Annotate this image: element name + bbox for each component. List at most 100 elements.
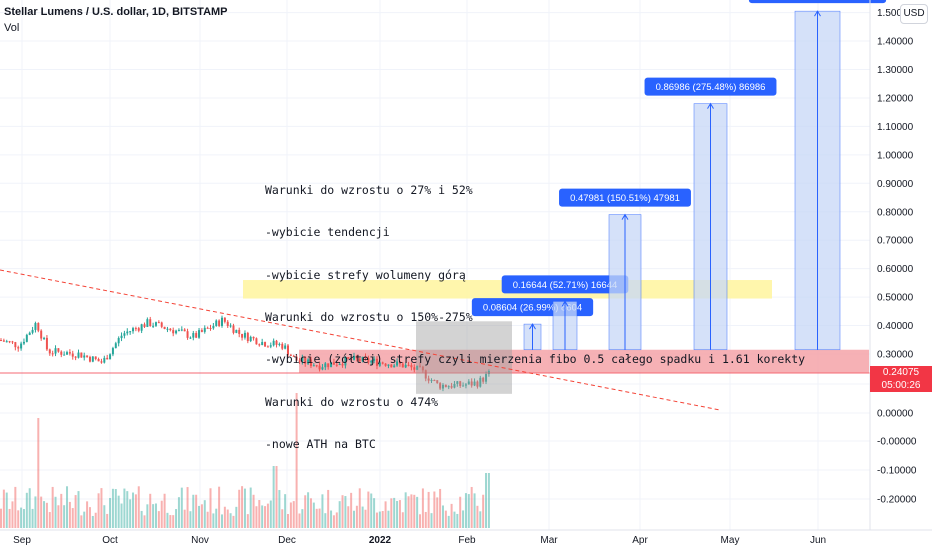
volume-bar (292, 501, 295, 528)
candle-body (74, 356, 77, 358)
candle-body (358, 358, 361, 362)
candle-body (157, 322, 160, 324)
volume-bar (464, 493, 467, 528)
countdown-tag: 05:00:26 (870, 379, 932, 392)
note-line: -wybicie (żółtej) strefy czyli mierzenia… (265, 352, 806, 367)
candle-body (126, 331, 129, 334)
candle-body (378, 362, 381, 366)
volume-bar (482, 494, 485, 528)
candle-body (48, 349, 51, 354)
volume-bar (453, 511, 456, 528)
candle-body (393, 365, 396, 368)
volume-bar (476, 505, 479, 528)
candle-body (246, 332, 249, 342)
volume-bar (413, 494, 416, 528)
note-line: Warunki do wzrostu o 27% i 52% (265, 183, 473, 198)
volume-bar (134, 494, 137, 528)
y-tick-label: 0.50000 (877, 293, 914, 304)
candle-body (436, 380, 439, 384)
candle-body (166, 328, 169, 330)
candle-body (292, 355, 295, 357)
volume-bar (315, 508, 318, 528)
volume-bar (447, 515, 450, 528)
candle-body (111, 348, 114, 355)
candle-body (476, 381, 479, 387)
volume-bar (396, 500, 399, 528)
volume-bar (384, 501, 387, 528)
candle-body (307, 359, 310, 364)
volume-bar (361, 506, 364, 528)
candle-body (120, 335, 123, 339)
candle-body (355, 355, 358, 359)
volume-bar (94, 512, 97, 528)
candle-body (215, 320, 218, 326)
volume-bar (22, 509, 25, 528)
candle-body (129, 331, 132, 333)
symbol-title: Stellar Lumens / U.S. dollar, 1D, BITSTA… (4, 6, 228, 18)
candle-body (384, 363, 387, 366)
volume-bar (11, 501, 14, 528)
measure-label: 0.47981 (150.51%) 47981 (570, 193, 680, 204)
y-tick-label: -0.20000 (877, 495, 917, 506)
candle-body (266, 346, 269, 348)
volume-bar (2, 489, 5, 528)
volume-bar (154, 503, 157, 528)
candle-body (117, 338, 120, 344)
candle-body (77, 352, 80, 358)
x-tick-label: Apr (632, 535, 648, 546)
candle-body (390, 364, 393, 368)
volume-bar (117, 495, 120, 528)
candle-body (367, 358, 370, 363)
candle-body (2, 340, 5, 342)
candle-body (347, 357, 350, 359)
volume-bar (373, 498, 376, 528)
volume-bar (137, 486, 140, 528)
volume-bar (407, 496, 410, 528)
currency-button[interactable]: USD (900, 4, 928, 24)
candle-body (433, 380, 436, 382)
volume-bar (203, 500, 206, 528)
candle-body (298, 360, 301, 362)
candle-body (80, 352, 83, 358)
note-line: Warunki do wzrostu o 150%-275% (265, 310, 473, 325)
volume-bar (186, 487, 189, 528)
volume-bar (34, 496, 37, 528)
candle-body (54, 348, 57, 354)
volume-bar (450, 503, 453, 528)
volume-bar (177, 497, 180, 528)
volume-bar (241, 486, 244, 528)
candle-body (464, 384, 467, 386)
candle-body (373, 358, 376, 361)
note-line: -wybicie strefy wolumeny górą (265, 267, 466, 282)
candle-body (14, 342, 17, 348)
volume-bar (364, 509, 367, 528)
volume-bar (330, 510, 333, 528)
candle-body (146, 319, 149, 327)
volume-bar (180, 487, 183, 528)
candle-body (195, 333, 198, 338)
volume-bar (109, 497, 112, 528)
price-axis: 1.50000 1.40000 1.30000 1.20000 1.10000 1.000… (869, 0, 917, 530)
volume-bar (5, 492, 8, 528)
volume-bar (387, 510, 390, 528)
x-tick-label: Sep (13, 535, 31, 546)
candle-body (186, 331, 189, 338)
measure-label: 0.08604 (26.99%) 8604 (483, 303, 582, 314)
y-tick-label: 1.20000 (877, 93, 914, 104)
volume-bar (17, 510, 20, 528)
y-tick-label: 1.50000 (877, 8, 914, 19)
volume-bar (381, 511, 384, 528)
volume-bar (289, 502, 292, 528)
candle-body (421, 366, 424, 371)
volume-bar (175, 509, 178, 528)
candle-body (404, 364, 407, 368)
candle-body (410, 365, 413, 368)
candle-body (361, 356, 364, 362)
candle-body (83, 355, 86, 358)
candle-body (177, 329, 180, 331)
volume-bar (235, 506, 238, 528)
candle-body (370, 360, 373, 363)
volume-bar (419, 514, 422, 528)
overlays (0, 269, 870, 411)
